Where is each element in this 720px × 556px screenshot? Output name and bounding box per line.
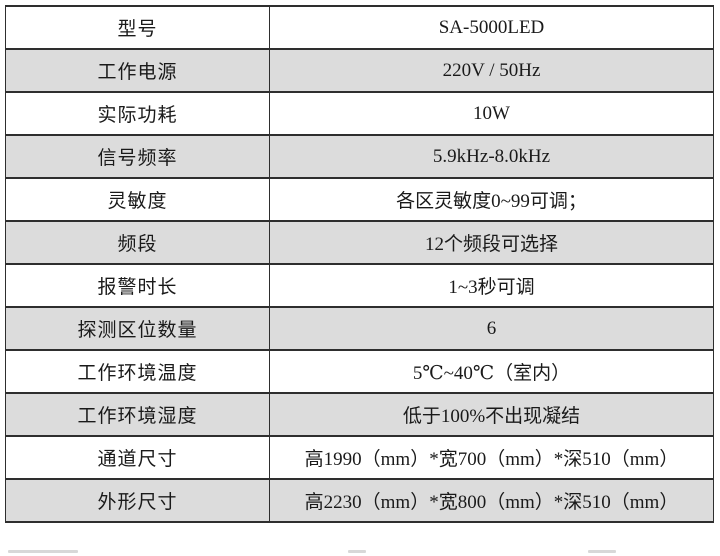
spec-value-channel-size: 高1990（mm）*宽700（mm）*深510（mm） <box>269 435 714 480</box>
spec-value-power-consumption: 10W <box>269 91 714 136</box>
table-row: 工作环境温度 5℃~40℃（室内） <box>5 349 714 394</box>
product-spec-table: 型号 SA-5000LED 工作电源 220V / 50Hz 实际功耗 10W … <box>5 5 714 523</box>
table-row: 报警时长 1~3秒可调 <box>5 263 714 308</box>
table-row: 信号频率 5.9kHz-8.0kHz <box>5 134 714 179</box>
spec-value-operating-temperature: 5℃~40℃（室内） <box>269 349 714 394</box>
spec-label-alarm-duration: 报警时长 <box>5 263 270 308</box>
bottom-crop-artifact <box>588 550 616 553</box>
table-row: 频段 12个频段可选择 <box>5 220 714 265</box>
bottom-crop-artifact <box>348 550 366 553</box>
spec-value-frequency-band: 12个频段可选择 <box>269 220 714 265</box>
spec-label-overall-size: 外形尺寸 <box>5 478 270 523</box>
spec-label-sensitivity: 灵敏度 <box>5 177 270 222</box>
spec-label-frequency-band: 频段 <box>5 220 270 265</box>
spec-value-operating-humidity: 低于100%不出现凝结 <box>269 392 714 437</box>
table-row: 灵敏度 各区灵敏度0~99可调； <box>5 177 714 222</box>
spec-value-sensitivity: 各区灵敏度0~99可调； <box>269 177 714 222</box>
spec-label-operating-humidity: 工作环境湿度 <box>5 392 270 437</box>
spec-value-alarm-duration: 1~3秒可调 <box>269 263 714 308</box>
bottom-crop-artifact <box>8 550 78 553</box>
spec-label-power-supply: 工作电源 <box>5 48 270 93</box>
spec-label-operating-temperature: 工作环境温度 <box>5 349 270 394</box>
spec-value-model: SA-5000LED <box>269 5 714 50</box>
spec-label-signal-frequency: 信号频率 <box>5 134 270 179</box>
table-row: 探测区位数量 6 <box>5 306 714 351</box>
spec-value-overall-size: 高2230（mm）*宽800（mm）*深510（mm） <box>269 478 714 523</box>
spec-value-detection-zones: 6 <box>269 306 714 351</box>
table-row: 通道尺寸 高1990（mm）*宽700（mm）*深510（mm） <box>5 435 714 480</box>
spec-label-detection-zones: 探测区位数量 <box>5 306 270 351</box>
table-row: 工作环境湿度 低于100%不出现凝结 <box>5 392 714 437</box>
spec-value-signal-frequency: 5.9kHz-8.0kHz <box>269 134 714 179</box>
spec-label-model: 型号 <box>5 5 270 50</box>
table-row: 实际功耗 10W <box>5 91 714 136</box>
spec-value-power-supply: 220V / 50Hz <box>269 48 714 93</box>
table-row: 工作电源 220V / 50Hz <box>5 48 714 93</box>
spec-label-channel-size: 通道尺寸 <box>5 435 270 480</box>
table-row: 型号 SA-5000LED <box>5 5 714 50</box>
table-row: 外形尺寸 高2230（mm）*宽800（mm）*深510（mm） <box>5 478 714 523</box>
spec-label-power-consumption: 实际功耗 <box>5 91 270 136</box>
